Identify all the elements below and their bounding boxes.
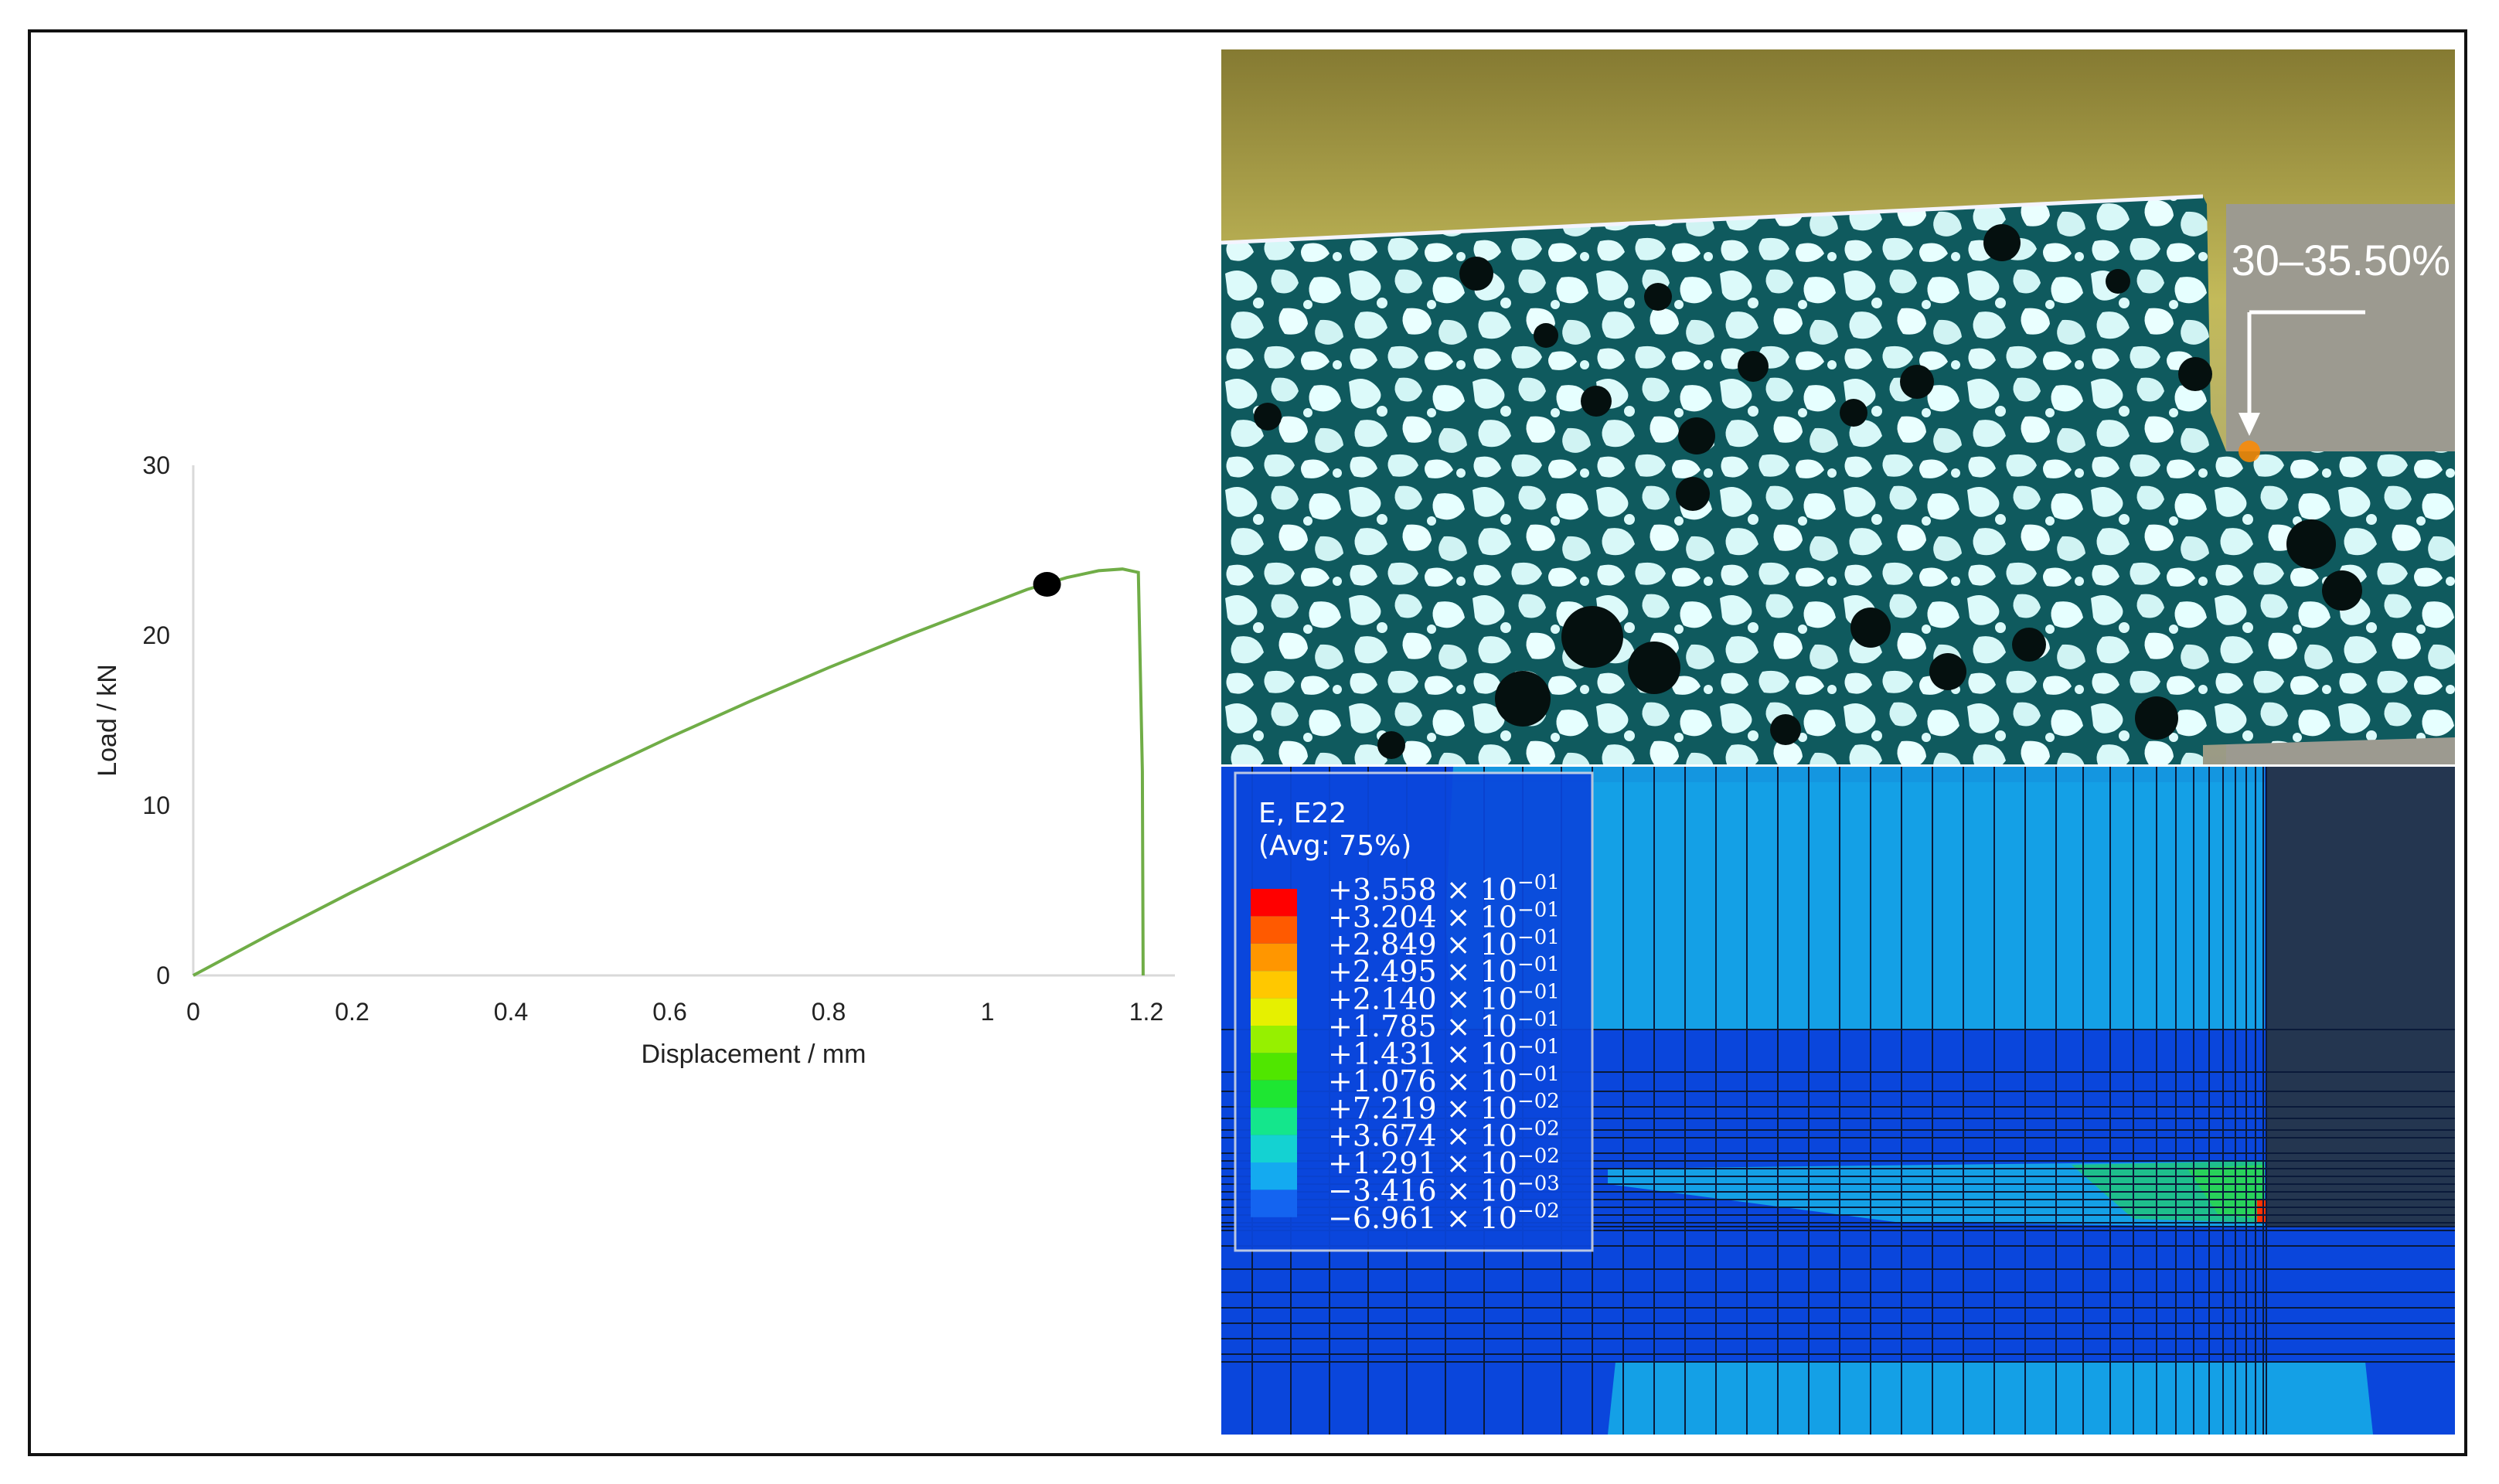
contour-region-upper-edge (1453, 767, 2265, 782)
x-tick-labels: 0 0.2 0.4 0.6 0.8 1 1.2 (186, 998, 1163, 1026)
legend-color-swatch (1251, 1162, 1297, 1190)
contour-region-upper (1445, 767, 2265, 1030)
legend-color-swatch (1251, 1108, 1297, 1135)
grip-block (2266, 767, 2455, 1226)
legend-color-swatch (1251, 1080, 1297, 1108)
load-displacement-curve (192, 567, 1145, 977)
dark-inclusions (1254, 224, 2362, 759)
legend-color-swatch (1251, 1135, 1297, 1162)
arrow-head-icon (2239, 413, 2260, 436)
y-tick-label: 20 (142, 621, 170, 649)
legend-color-swatch (1251, 1190, 1297, 1217)
legend-title-averaging: (Avg: 75%) (1258, 830, 1411, 862)
legend-value-label: +7.219 × 10−02 (1328, 1090, 1560, 1125)
y-tick-labels: 0 10 20 30 (142, 451, 170, 989)
legend-value-label: −3.416 × 10−03 (1328, 1172, 1560, 1207)
legend-value-label: +3.674 × 10−02 (1328, 1118, 1560, 1153)
legend-value-label: −6.961 × 10−02 (1328, 1200, 1560, 1235)
contour-region-max (2257, 1200, 2266, 1223)
y-tick-label: 10 (142, 791, 170, 819)
legend-color-swatch (1251, 1053, 1297, 1081)
x-tick-label: 0.6 (652, 998, 686, 1026)
y-tick-label: 30 (142, 451, 170, 479)
legend-value-label: +1.431 × 10−01 (1328, 1035, 1560, 1070)
legend-value-label: +3.558 × 10−01 (1328, 871, 1560, 907)
y-tick-label: 0 (156, 962, 170, 989)
x-tick-label: 0.2 (335, 998, 369, 1026)
x-tick-label: 0.4 (494, 998, 528, 1026)
strain-annotation: 30–35.50% (2232, 236, 2450, 284)
legend-value-label: +1.785 × 10−01 (1328, 1008, 1560, 1043)
x-tick-label: 0.8 (812, 998, 846, 1026)
marker-group (1033, 572, 1061, 597)
contour-region-lower (1608, 1362, 2373, 1435)
x-tick-label: 1.2 (1129, 998, 1163, 1026)
legend-value-label: +1.291 × 10−02 (1328, 1145, 1560, 1180)
legend-color-swatch (1251, 916, 1297, 944)
dic-strain-image: 30–35.50% (1221, 49, 2455, 764)
legend-value-label: +2.140 × 10−01 (1328, 981, 1560, 1016)
legend-color-swatch (1251, 943, 1297, 972)
legend-value-label: +2.849 × 10−01 (1328, 926, 1560, 962)
legend-color-swatch (1251, 1026, 1297, 1053)
legend-value-label: +1.076 × 10−01 (1328, 1063, 1560, 1098)
y-axis-title: Load / kN (93, 664, 122, 777)
figure-frame (28, 29, 2467, 1456)
x-tick-label: 0 (186, 998, 200, 1026)
load-displacement-chart: 0 0.2 0.4 0.6 0.8 1 1.2 0 10 20 30 Displacement /… (93, 451, 1175, 1069)
legend-value-label: +2.495 × 10−01 (1328, 953, 1560, 989)
x-tick-label: 1 (981, 998, 995, 1026)
legend-entries: +3.558 × 10−01+3.204 × 10−01+2.849 × 10−… (1251, 871, 1560, 1235)
failure-marker (1033, 572, 1061, 597)
x-axis-title: Displacement / mm (642, 1040, 866, 1069)
specimen-edge-highlight (1221, 194, 2204, 245)
legend-color-swatch (1251, 889, 1297, 917)
specimen-surface (1221, 196, 2455, 764)
legend-color-swatch (1251, 998, 1297, 1026)
legend-value-label: +3.204 × 10−01 (1328, 898, 1560, 934)
strain-hotspot (2239, 441, 2260, 462)
legend-color-swatch (1251, 971, 1297, 999)
legend-title-variable: E, E22 (1258, 798, 1347, 829)
fea-strain-contour: E, E22 (Avg: 75%) +3.558 × 10−01 +3.204 ×… (1221, 767, 2455, 1435)
